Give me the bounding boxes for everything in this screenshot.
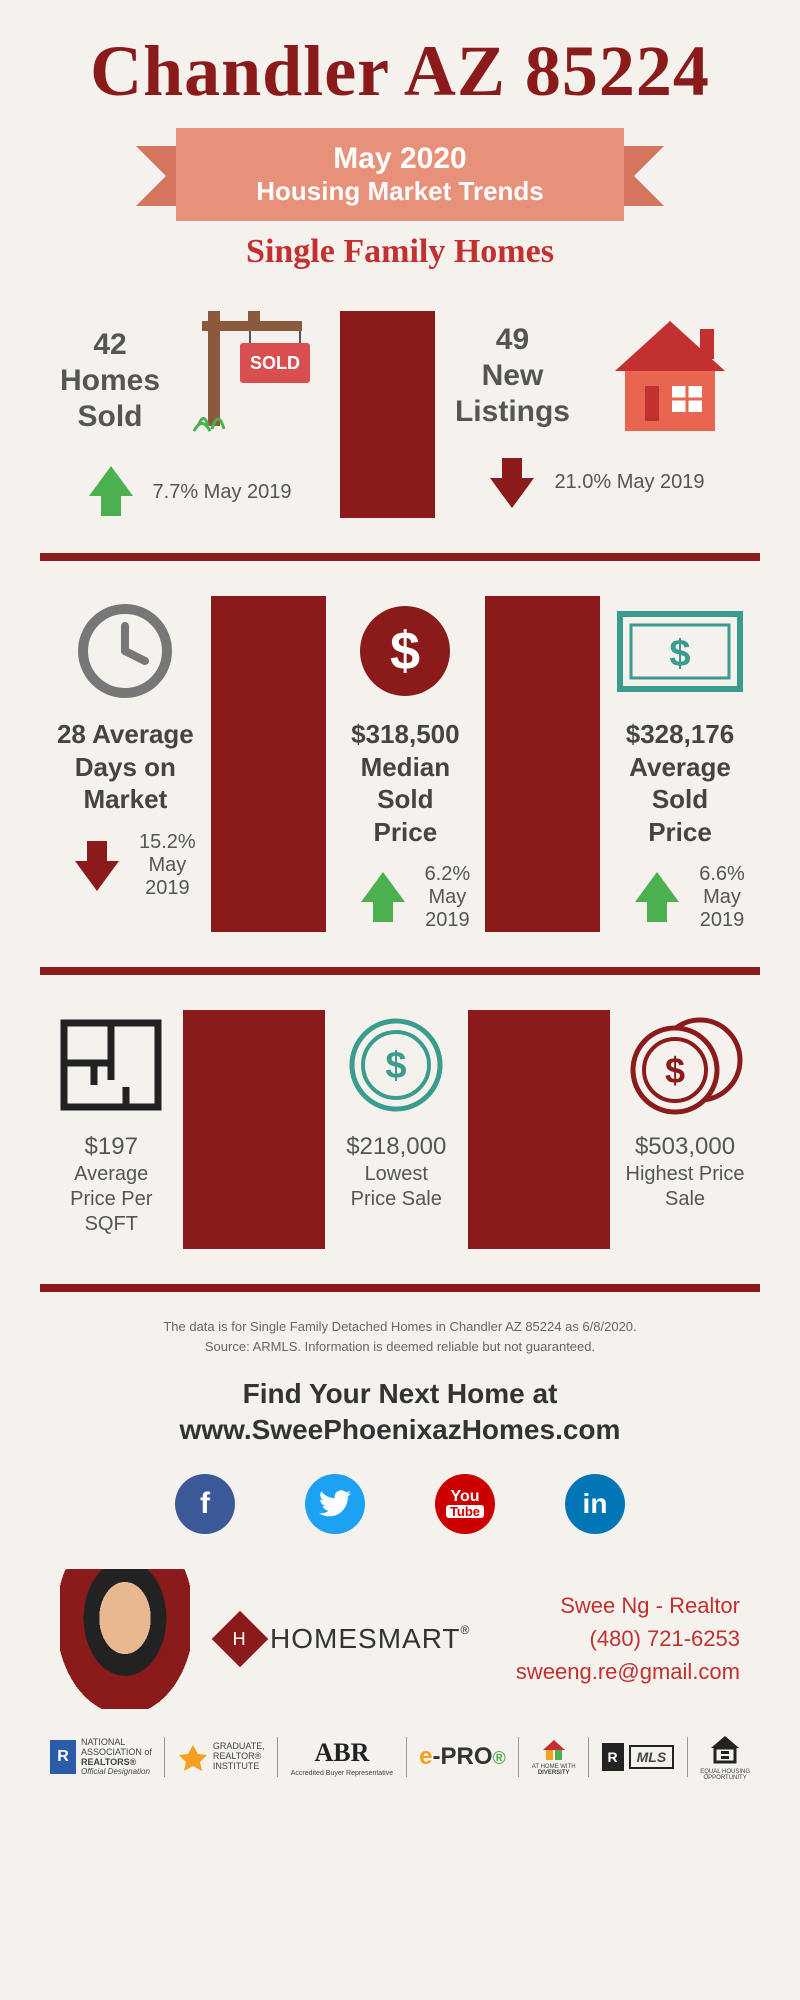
sqft-value: $197 [55,1132,168,1162]
coins-outline-icon: $ [625,1015,745,1115]
up-arrow-icon [361,872,405,902]
dom-label1: Days on [55,751,196,784]
facebook-icon[interactable]: f [175,1474,235,1534]
average-price-panel: $ $328,176 Average Sold Price 6.6% May 2… [600,586,760,942]
floorplan-icon [56,1015,166,1115]
homes-sold-label2: Sold [60,399,160,435]
avg-value: $328,176 [615,718,745,751]
twitter-icon[interactable] [305,1474,365,1534]
epro-cert: e-PRO® [419,1743,506,1771]
svg-text:SOLD: SOLD [250,353,300,373]
up-arrow-icon [635,872,679,902]
nar-cert: R NATIONALASSOCIATION of REALTORS® Offic… [50,1738,152,1776]
median-price-panel: $ $318,500 Median Sold Price 6.2% May 20… [326,586,486,942]
median-value: $318,500 [341,718,471,751]
lowest-label1: Lowest Price Sale [340,1162,453,1212]
down-arrow-icon [490,478,534,508]
svg-text:$: $ [669,633,690,675]
highest-value: $503,000 [625,1132,745,1162]
realtor-email: sweeng.re@gmail.com [516,1655,740,1688]
dom-pct: 15.2% May 2019 [139,831,196,900]
svg-text:$: $ [665,1050,685,1091]
coin-outline-icon: $ [346,1015,446,1115]
homes-sold-label1: Homes [60,363,160,399]
dom-label2: Market [55,783,196,816]
realtor-photo [60,1569,190,1709]
highest-label1: Highest Price Sale [625,1162,745,1212]
cta-text: Find Your Next Home at www.SweePhoenixaz… [40,1376,760,1449]
new-listings-pct: 21.0% May 2019 [554,471,704,494]
linkedin-icon[interactable]: in [565,1474,625,1534]
ribbon-month: May 2020 [256,142,544,176]
homes-sold-pct: 7.7% May 2019 [153,481,292,504]
mls-cert: R MLS [602,1743,675,1771]
sold-sign-icon: SOLD [190,311,320,451]
contact-info: Swee Ng - Realtor (480) 721-6253 sweeng.… [516,1589,740,1688]
youtube-icon[interactable]: YouTube [435,1474,495,1534]
equal-housing-cert: EQUAL HOUSINGOPPORTUNITY [700,1734,750,1781]
certifications-row: R NATIONALASSOCIATION of REALTORS® Offic… [40,1719,760,1786]
dom-value: 28 Average [55,718,196,751]
svg-text:$: $ [390,621,420,681]
highest-price-panel: $ $503,000 Highest Price Sale [610,1000,760,1259]
new-listings-label1: New [455,358,570,394]
svg-text:$: $ [386,1045,407,1087]
dollar-bill-icon: $ [615,609,745,694]
new-listings-label2: Listings [455,394,570,430]
median-pct: 6.2% May 2019 [425,863,471,932]
ribbon-subtitle: Housing Market Trends [256,176,544,207]
avg-label1: Average Sold [615,751,745,816]
dollar-circle-icon: $ [355,601,455,701]
clock-icon [75,601,175,701]
diversity-cert: AT HOME WITHDIVERSITY [532,1738,576,1777]
brand-logo: H HOMESMART® [220,1619,470,1659]
avg-pct: 6.6% May 2019 [699,863,745,932]
abr-cert: ABR Accredited Buyer Representative [291,1738,393,1777]
homes-sold-value: 42 [60,327,160,363]
down-arrow-icon [75,861,119,891]
median-label1: Median Sold [341,751,471,816]
up-arrow-icon [89,466,133,496]
realtor-name: Swee Ng - Realtor [516,1589,740,1622]
gri-cert: GRADUATE,REALTOR®INSTITUTE [178,1742,265,1772]
sqft-label2: SQFT [55,1212,168,1237]
new-listings-panel: 49 New Listings 21.0% May 2019 [435,301,760,528]
footer-note: The data is for Single Family Detached H… [40,1317,760,1356]
homes-sold-panel: 42 Homes Sold SOLD 7.7% May 2019 [40,301,340,528]
median-label2: Price [341,816,471,849]
subtitle: Single Family Homes [40,233,760,271]
days-on-market-panel: 28 Average Days on Market 15.2% May 2019 [40,586,211,942]
main-title: Chandler AZ 85224 [40,30,760,113]
ribbon-banner: May 2020 Housing Market Trends [40,128,760,221]
new-listings-value: 49 [455,322,570,358]
sqft-label1: Average Price Per [55,1162,168,1212]
price-sqft-panel: $197 Average Price Per SQFT [40,1000,183,1259]
lowest-value: $218,000 [340,1132,453,1162]
house-icon [600,311,740,441]
realtor-phone: (480) 721-6253 [516,1622,740,1655]
avg-label2: Price [615,816,745,849]
lowest-price-panel: $ $218,000 Lowest Price Sale [325,1000,468,1259]
